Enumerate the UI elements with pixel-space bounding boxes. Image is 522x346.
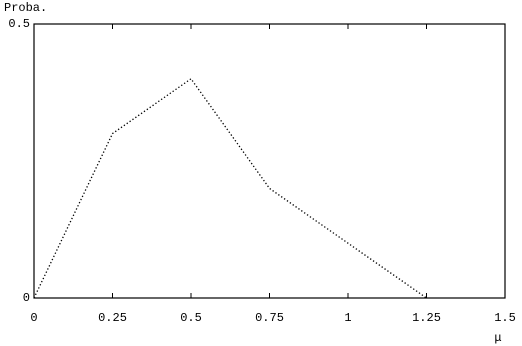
- x-tick-label: 0.25: [98, 311, 127, 325]
- x-tick-label: 1: [344, 311, 351, 325]
- x-tick-label: 0.5: [180, 311, 202, 325]
- x-tick-label: 0: [30, 311, 37, 325]
- plot-frame: [33, 23, 506, 299]
- x-axis-label: μ: [494, 331, 501, 345]
- y-axis-label: Proba.: [4, 1, 47, 15]
- x-tick-label: 0.75: [255, 311, 284, 325]
- y-tick-label: 0: [23, 291, 30, 305]
- data-line: [33, 77, 427, 299]
- y-tick-label: 0.5: [8, 17, 30, 31]
- x-tick-label: 1.25: [412, 311, 441, 325]
- x-tick-label: 1.5: [494, 311, 516, 325]
